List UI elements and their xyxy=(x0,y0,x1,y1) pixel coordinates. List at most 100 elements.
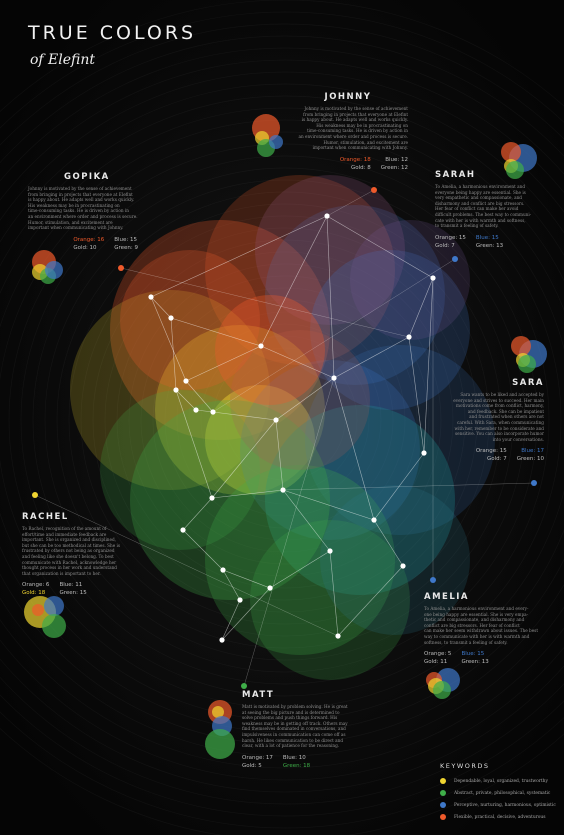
ring xyxy=(0,11,564,829)
network-node xyxy=(400,563,406,569)
network-edge xyxy=(260,215,328,347)
color-blob xyxy=(70,290,270,490)
person-sarah: SARAH To Amelia, a harmonious environmen… xyxy=(435,170,545,250)
anchor-node xyxy=(32,492,38,498)
network-edge xyxy=(333,377,375,521)
network-edge xyxy=(212,411,277,421)
score-circle-groups xyxy=(24,114,547,759)
score-circle xyxy=(32,604,44,616)
person-name: JOHNNY xyxy=(324,92,372,102)
network-node xyxy=(148,294,154,300)
network-edge xyxy=(170,317,262,347)
score-circle xyxy=(42,614,66,638)
network-node xyxy=(406,334,412,340)
color-blob xyxy=(305,345,495,535)
network-edge xyxy=(175,389,213,499)
person-sara: SARA Sara wants to be liked and accepted… xyxy=(434,378,544,463)
network-edge xyxy=(222,569,271,589)
score-circle xyxy=(45,261,63,279)
keyword-item: Abstract, private, philosophical, system… xyxy=(440,787,556,799)
color-blob xyxy=(350,220,470,340)
color-blob xyxy=(265,405,455,595)
network-node xyxy=(267,585,273,591)
anchor-node xyxy=(241,683,247,689)
person-scores: Orange: 6 Blue: 11 Gold: 18 Green: 15 xyxy=(22,582,87,597)
color-blob xyxy=(130,400,330,600)
network-ray xyxy=(282,482,535,491)
network-node xyxy=(421,450,427,456)
network-node xyxy=(210,409,216,415)
network-node xyxy=(180,527,186,533)
ring xyxy=(188,323,382,517)
network-node xyxy=(273,417,279,423)
network-node xyxy=(173,387,179,393)
score-circle xyxy=(433,681,451,699)
score-circle xyxy=(506,161,524,179)
person-description: To Rachel, recognition of the amount of e… xyxy=(22,526,120,576)
person-name: SARA xyxy=(512,378,544,388)
score-circle xyxy=(511,336,531,356)
person-scores: Orange: 15 Blue: 15 Gold: 7 Green: 13 xyxy=(435,234,504,249)
color-blob xyxy=(205,175,395,365)
ring xyxy=(68,203,502,637)
network-edge xyxy=(373,519,404,567)
keyword-item: Perceptive, nurturing, harmonious, optim… xyxy=(440,799,556,811)
network-edge xyxy=(326,215,434,279)
person-matt: MATT Matt is motivated by problem solvin… xyxy=(242,690,354,770)
page-title: TRUE COLORS xyxy=(28,22,197,44)
network-edge xyxy=(337,565,404,637)
network-edge xyxy=(211,489,284,499)
network-edge xyxy=(185,380,214,413)
network-node xyxy=(331,375,337,381)
person-description: To Amelia, a harmonious environment and e… xyxy=(435,184,532,229)
ring xyxy=(32,167,538,673)
orange-dot-icon xyxy=(440,814,446,820)
person-scores: Orange: 16 Blue: 15 Gold: 10 Green: 9 xyxy=(73,236,138,251)
anchor-node xyxy=(118,265,124,271)
network-ray xyxy=(120,267,410,338)
network-ray xyxy=(326,189,375,217)
person-johnny: JOHNNY Johnny is motivated by the sense … xyxy=(288,92,408,172)
color-blob xyxy=(205,465,395,655)
network-edge xyxy=(408,277,434,338)
color-blobs xyxy=(70,175,495,680)
ring xyxy=(20,155,550,685)
network-edge xyxy=(373,452,425,521)
person-scores: Orange: 5 Blue: 15 Gold: 11 Green: 13 xyxy=(424,651,489,666)
network-edge xyxy=(282,489,375,521)
network-node xyxy=(258,343,264,349)
network-node xyxy=(168,315,174,321)
network-edge xyxy=(275,419,284,491)
person-gopika: GOPIKA Johnny is motivated by the sense … xyxy=(28,172,138,252)
network-edge xyxy=(408,336,425,454)
person-amelia: AMELIA To Amelia, a harmonious environme… xyxy=(424,592,542,666)
person-scores: Orange: 18 Blue: 12 Gold: 8 Green: 12 xyxy=(339,156,408,171)
keyword-item: Flexible, practical, decisive, adventuro… xyxy=(440,811,556,823)
color-blob xyxy=(110,220,330,440)
network-node xyxy=(183,378,189,384)
ring xyxy=(0,119,564,721)
network-edge xyxy=(423,277,434,454)
score-circle xyxy=(205,729,235,759)
network-node xyxy=(335,633,341,639)
color-blob xyxy=(205,385,315,495)
network-node xyxy=(327,548,333,554)
network-node xyxy=(371,517,377,523)
ring xyxy=(0,107,564,733)
network-edge xyxy=(150,296,172,319)
keywords-title: KEYWORDS xyxy=(440,762,490,770)
color-blob xyxy=(120,250,260,390)
ring xyxy=(212,347,358,493)
ring xyxy=(200,335,370,505)
network-edge xyxy=(195,409,214,413)
network-edge xyxy=(150,296,187,382)
color-blob xyxy=(100,390,260,550)
color-blob xyxy=(320,485,470,635)
network-edge xyxy=(185,345,262,382)
network-node xyxy=(220,567,226,573)
network-edge xyxy=(150,215,328,298)
color-blob xyxy=(155,325,325,495)
person-scores: Orange: 15 Blue: 17 Gold: 7 Green: 10 xyxy=(475,448,544,463)
network-edge xyxy=(260,345,335,379)
ring xyxy=(176,311,394,529)
